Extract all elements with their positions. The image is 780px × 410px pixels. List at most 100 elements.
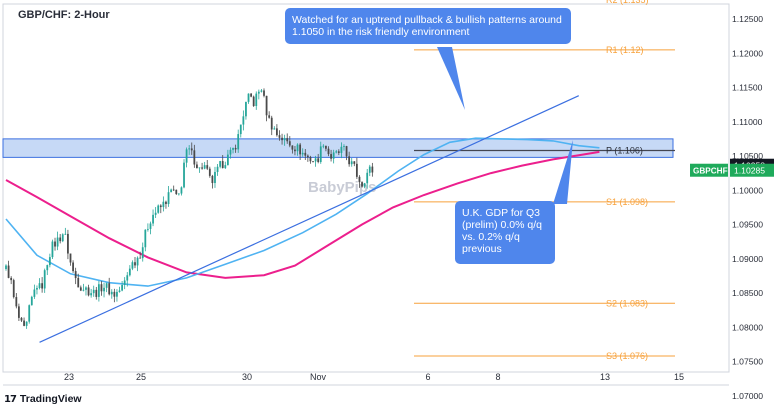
candle-body xyxy=(363,183,366,187)
candle-body xyxy=(38,283,41,289)
candle-body xyxy=(82,289,85,291)
candle-body xyxy=(265,95,268,116)
candle-body xyxy=(139,257,142,259)
candle-body xyxy=(15,297,18,307)
candle-body xyxy=(144,229,147,248)
candle-body xyxy=(206,165,209,169)
candle-body xyxy=(157,205,160,213)
pivot-label-4: S3 (1.076) xyxy=(606,351,648,361)
candle-body xyxy=(288,141,291,146)
candle-body xyxy=(348,156,351,165)
candle-body xyxy=(317,158,320,162)
pivot-label-1: P (1.106) xyxy=(606,146,643,156)
candle-body xyxy=(190,148,193,151)
symbol-label: GBPCHF xyxy=(693,167,728,176)
candle-body xyxy=(149,223,152,229)
tradingview-brand: TradingView xyxy=(19,393,82,405)
candle-body xyxy=(185,149,188,163)
candle-body xyxy=(283,138,286,141)
plot-area xyxy=(2,3,730,373)
candle-body xyxy=(33,289,36,297)
candle-body xyxy=(30,296,33,306)
last-price-box xyxy=(730,163,774,177)
candle-body xyxy=(188,148,191,150)
y-tick-label: 1.11500 xyxy=(732,83,763,93)
candle-body xyxy=(92,289,95,294)
candle-body xyxy=(278,135,281,138)
candle-body xyxy=(90,293,93,296)
slow-moving-average-line xyxy=(5,150,600,279)
candle-body xyxy=(41,283,44,289)
candle-body xyxy=(276,128,278,136)
y-tick-label: 1.08000 xyxy=(732,322,763,332)
candle-body xyxy=(5,265,7,270)
x-tick-label: 25 xyxy=(136,372,146,382)
candle-body xyxy=(330,154,332,159)
candle-body xyxy=(118,290,121,292)
candle-body xyxy=(245,101,247,117)
candle-body xyxy=(141,247,144,259)
candle-body xyxy=(7,265,10,278)
candle-body xyxy=(268,115,271,118)
candle-body xyxy=(296,144,299,152)
candle-body xyxy=(281,137,283,141)
y-tick-label: 1.12000 xyxy=(732,48,763,58)
candle-body xyxy=(100,284,103,292)
candle-body xyxy=(170,189,173,193)
candle-body xyxy=(64,233,67,235)
candle-body xyxy=(361,182,363,187)
candle-body xyxy=(345,146,348,157)
y-tick-label: 1.10500 xyxy=(732,151,763,161)
callout-bottom-pointer xyxy=(553,140,573,204)
candle-body xyxy=(208,168,211,176)
candle-body xyxy=(263,90,265,96)
candle-body xyxy=(10,277,13,281)
candle-body xyxy=(67,233,69,254)
candle-body xyxy=(177,193,180,195)
candle-body xyxy=(255,93,258,106)
candle-body xyxy=(332,152,335,159)
candle-body xyxy=(257,91,260,94)
candle-body xyxy=(134,262,136,266)
x-tick-label: 13 xyxy=(600,372,610,382)
candle-body xyxy=(36,288,38,290)
x-tick-label: 8 xyxy=(495,372,500,382)
last-price-label: 1.10285 xyxy=(734,166,765,176)
symbol-box xyxy=(690,163,728,177)
candle-body xyxy=(131,262,134,269)
candle-body xyxy=(154,212,157,215)
candle-body xyxy=(56,237,59,247)
candle-body xyxy=(226,154,229,166)
candle-body xyxy=(159,205,162,208)
candle-body xyxy=(167,192,170,205)
candle-body xyxy=(46,265,49,271)
candle-body xyxy=(198,167,201,169)
y-tick-label: 1.12500 xyxy=(732,14,763,24)
candle-body xyxy=(165,201,167,205)
candle-body xyxy=(87,287,90,296)
candle-body xyxy=(95,289,98,297)
fast-moving-average-line xyxy=(5,137,600,287)
candle-body xyxy=(224,165,227,169)
candle-body xyxy=(327,148,330,155)
candle-body xyxy=(239,124,242,135)
candle-body xyxy=(72,262,74,272)
candle-body xyxy=(353,161,356,164)
x-tick-label: 30 xyxy=(242,372,252,382)
candle-body xyxy=(128,268,131,276)
candle-body xyxy=(152,214,154,224)
candle-body xyxy=(59,237,62,242)
tradingview-footer[interactable]: 𝟭7 TradingView xyxy=(4,391,82,407)
callout-top-pointer xyxy=(437,47,465,110)
candle-body xyxy=(77,278,80,288)
x-tick-label: 15 xyxy=(674,372,684,382)
candle-body xyxy=(25,321,28,326)
candle-body xyxy=(322,145,325,147)
candle-body xyxy=(196,164,198,169)
candle-body xyxy=(172,189,175,191)
callout-uptrend-pullback: Watched for an uptrend pullback & bullis… xyxy=(285,8,571,44)
candle-body xyxy=(291,145,294,150)
tradingview-logo-icon: 𝟭7 xyxy=(4,393,17,405)
